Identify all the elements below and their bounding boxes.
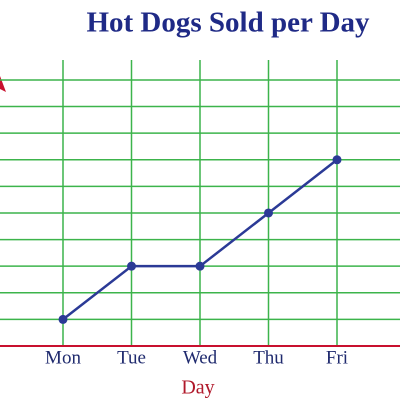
x-axis-label: Day — [181, 377, 214, 399]
point — [127, 261, 136, 271]
point — [332, 155, 342, 165]
chart-title: Hot Dogs Sold per Day — [86, 7, 370, 39]
x-tick-label: Mon — [45, 347, 81, 368]
x-tick-label: Tue — [117, 347, 146, 368]
point — [58, 314, 68, 324]
point — [264, 208, 273, 218]
x-tick-label: Wed — [183, 347, 218, 368]
x-tick-label: Fri — [326, 347, 348, 368]
point — [195, 261, 205, 271]
y-axis-arrow — [0, 76, 6, 92]
x-tick-label: Thu — [253, 347, 284, 368]
